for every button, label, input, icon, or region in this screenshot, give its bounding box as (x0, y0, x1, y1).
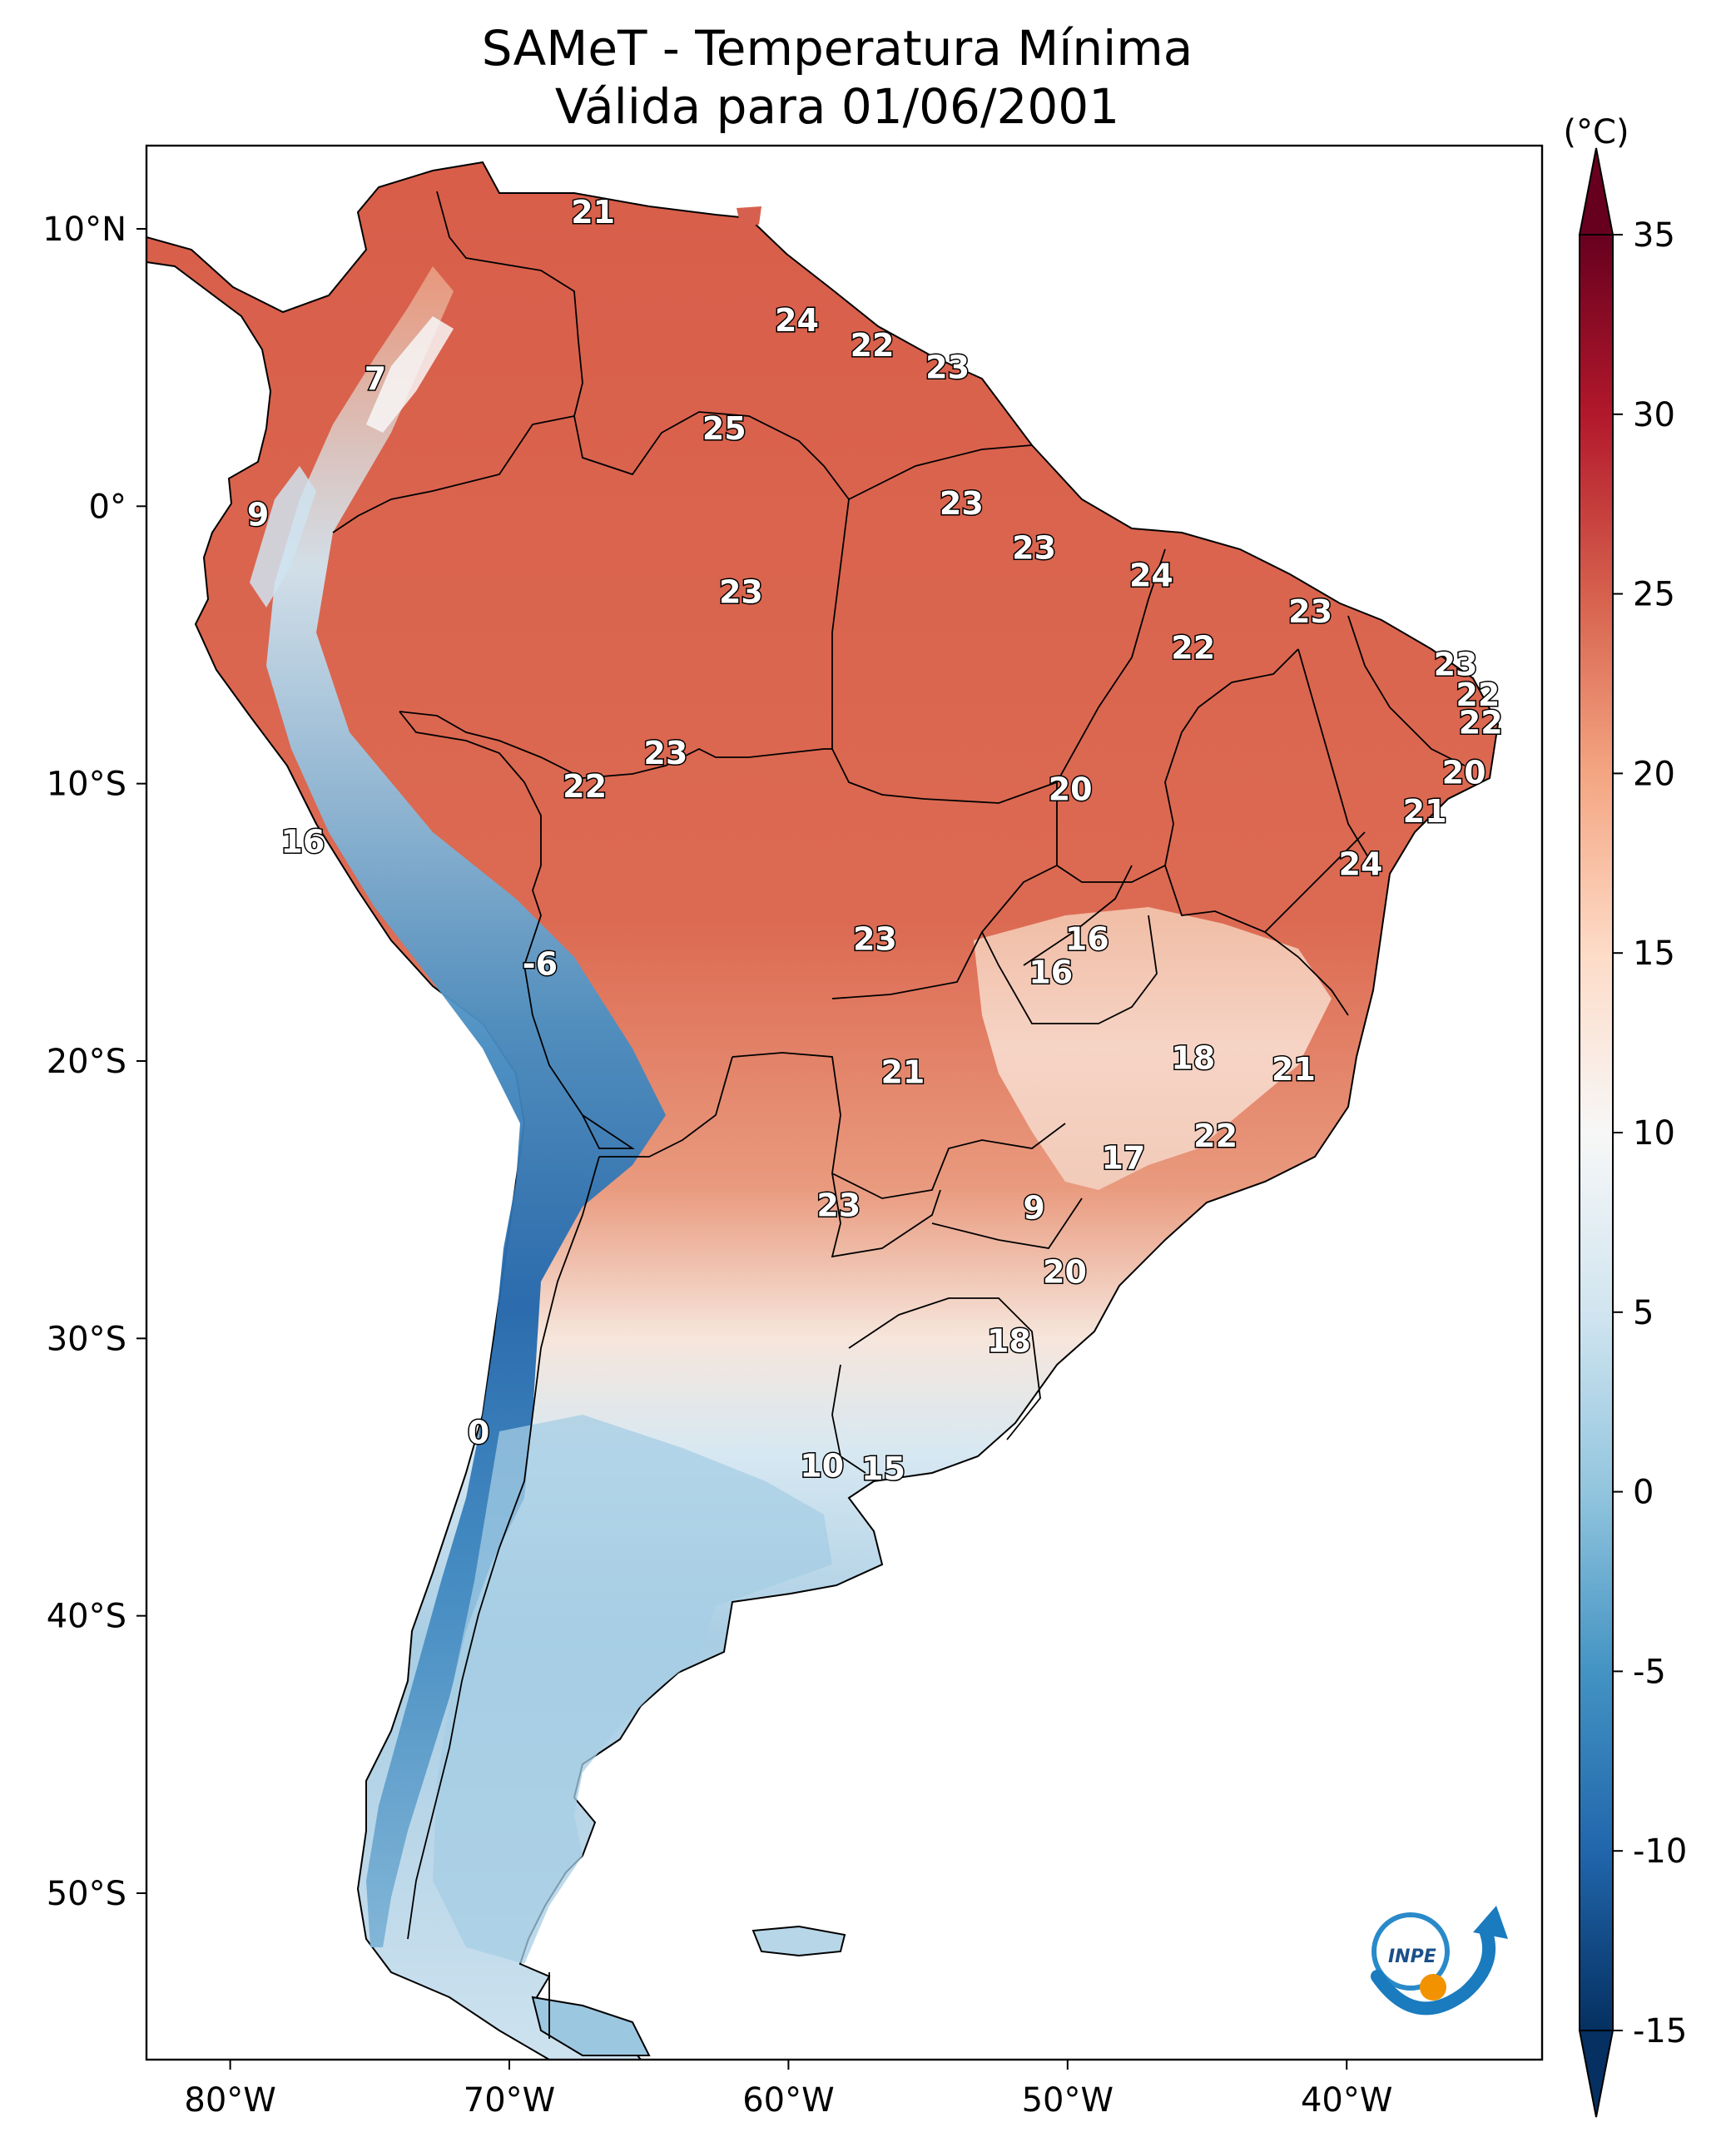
longitude-tick-labels: 80°W 70°W 60°W 50°W 40°W (184, 2060, 1392, 2120)
colorbar-tick-label: 25 (1633, 576, 1675, 614)
colorbar-tick-label: 10 (1633, 1114, 1675, 1153)
colorbar-tick-label: -15 (1633, 2012, 1687, 2050)
colorbar-tick-label: -10 (1633, 1832, 1687, 1871)
station-value-label: 22 (1171, 629, 1215, 666)
colorbar-tick-label: 30 (1633, 396, 1675, 434)
station-value-label: 22 (1193, 1118, 1238, 1154)
tierra-del-fuego (531, 1996, 651, 2056)
station-value-label: -6 (523, 945, 558, 982)
latitude-tick-label: 40°S (47, 1598, 126, 1636)
station-value-label: 23 (925, 350, 970, 386)
station-value-label: 23 (940, 485, 984, 522)
station-value-label: 15 (861, 1450, 905, 1487)
station-value-label: 24 (1129, 558, 1173, 594)
colorbar-tick-label: 20 (1633, 755, 1675, 793)
andes-cold-zone (266, 266, 666, 1947)
station-value-label: 7 (365, 360, 386, 397)
colorbar: (°C) 35 30 25 20 15 10 5 0 -5 -10 -15 (1563, 113, 1687, 2118)
longitude-tick-label: 50°W (1022, 2081, 1114, 2120)
colorbar-max-extension (1578, 147, 1614, 236)
station-value-label: 21 (571, 194, 615, 231)
colombia-cool-spot (366, 316, 454, 433)
colorbar-tick-label: 35 (1633, 216, 1675, 255)
inpe-logo-wordmark: INPE (1388, 1946, 1436, 1967)
latitude-tick-labels: 10°N 0° 10°S 20°S 30°S 40°S 50°S (42, 211, 146, 1913)
station-value-label: 23 (1434, 646, 1478, 682)
station-value-label: 10 (800, 1448, 844, 1485)
station-value-label: 17 (1101, 1140, 1145, 1177)
latitude-tick-label: 0° (89, 488, 126, 526)
colorbar-tick-label: 15 (1633, 935, 1675, 973)
colorbar-tick-label: -5 (1633, 1653, 1666, 1691)
station-value-label: 22 (1456, 677, 1500, 713)
political-borders (332, 191, 1466, 2039)
station-value-label: 20 (1049, 771, 1093, 807)
latitude-tick-label: 50°S (47, 1875, 126, 1913)
station-value-label: 18 (987, 1323, 1031, 1360)
station-value-label: 16 (280, 824, 325, 860)
station-value-label: 21 (1272, 1051, 1316, 1088)
longitude-tick-label: 60°W (742, 2081, 834, 2120)
station-value-label: 23 (816, 1187, 861, 1223)
station-value-label: 23 (643, 735, 687, 771)
longitude-tick-label: 70°W (464, 2081, 555, 2120)
inpe-logo: INPE (1371, 1906, 1508, 2016)
station-value-label: 22 (1459, 704, 1503, 741)
colorbar-min-extension (1578, 2030, 1614, 2118)
ecuador-cool-spot (250, 466, 316, 607)
station-value-label: 20 (1043, 1253, 1087, 1290)
longitude-tick-label: 80°W (184, 2081, 275, 2120)
station-value-label: 9 (1023, 1190, 1044, 1227)
colorbar-tick-label: 0 (1633, 1474, 1654, 1512)
station-value-label: 24 (775, 302, 819, 339)
inpe-logo-dot (1420, 1974, 1446, 2001)
map-frame (145, 144, 1544, 2061)
map-title-line-2: Válida para 01/06/2001 (555, 78, 1119, 135)
colorbar-tick-label: 5 (1633, 1294, 1654, 1332)
station-value-label: 25 (702, 410, 746, 447)
latitude-tick-label: 30°S (47, 1320, 126, 1358)
falkland-islands (751, 1925, 846, 1957)
inpe-logo-ring (1371, 1912, 1450, 1991)
station-value-label: 23 (853, 920, 897, 957)
latitude-tick-label: 10°N (42, 211, 126, 249)
station-value-label: 21 (880, 1054, 925, 1090)
station-value-label: 22 (851, 327, 895, 364)
patagonia-cool-zone (433, 1415, 832, 1964)
inpe-logo-swoosh (1371, 1924, 1496, 2016)
station-value-label: 18 (1171, 1040, 1215, 1077)
station-value-label: 9 (247, 496, 269, 533)
longitude-tick-label: 40°W (1301, 2081, 1392, 2120)
inpe-logo-arrow-head (1473, 1906, 1508, 1939)
station-value-label: 16 (1029, 954, 1073, 990)
station-value-label: 16 (1065, 920, 1109, 957)
colorbar-ticks: 35 30 25 20 15 10 5 0 -5 -10 -15 (1613, 216, 1687, 2050)
southeast-brazil-mild-zone (974, 907, 1332, 1190)
station-value-label: 22 (563, 768, 607, 805)
map-title-line-1: SAMeT - Temperatura Mínima (482, 20, 1193, 77)
station-value-label: 23 (1012, 529, 1056, 566)
latitude-tick-label: 20°S (47, 1043, 126, 1081)
colorbar-gradient (1579, 234, 1614, 2031)
station-value-label: 0 (468, 1415, 489, 1451)
station-value-label: 21 (1403, 793, 1447, 830)
station-value-label: 23 (719, 574, 763, 611)
station-value-label: 20 (1442, 754, 1486, 791)
colorbar-unit-label: (°C) (1563, 113, 1629, 151)
latitude-tick-label: 10°S (47, 766, 126, 804)
trinidad-island (737, 206, 761, 226)
station-value-label: 24 (1339, 845, 1383, 882)
station-value-label: 23 (1288, 593, 1332, 630)
